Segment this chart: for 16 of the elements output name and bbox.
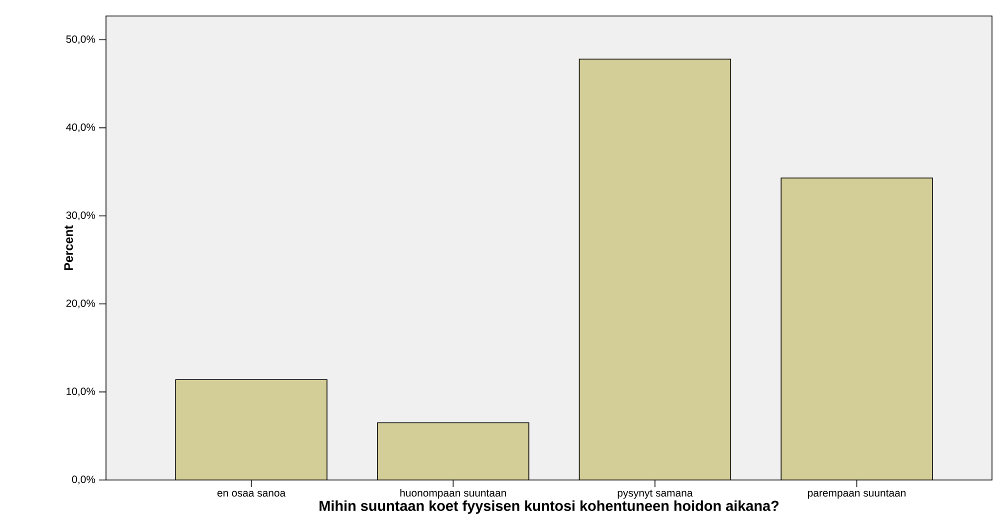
bar	[578, 58, 732, 480]
bar	[175, 379, 328, 480]
x-tick-label: huonompaan suuntaan	[400, 488, 506, 499]
y-tick-label: 10,0%	[66, 388, 96, 396]
bar	[780, 178, 933, 480]
y-tick-label: 50,0%	[66, 35, 96, 44]
x-tick-label: parempaan suuntaan	[808, 490, 906, 499]
y-tick-label: 30,0%	[66, 212, 96, 220]
x-tick-label: en osaa sanoa	[217, 490, 286, 497]
bar	[377, 422, 529, 480]
y-tick-label: 20,0%	[66, 300, 96, 308]
y-tick-label: 0,0%	[72, 476, 96, 484]
y-axis-title: Percent	[64, 225, 73, 270]
y-tick-label: 40,0%	[66, 124, 96, 132]
x-axis-title: Mihin suuntaan koet fyysisen kuntosi kohentuneen hoidon aikana?	[320, 500, 779, 514]
x-tick-label: pysynyt samana	[618, 490, 693, 499]
